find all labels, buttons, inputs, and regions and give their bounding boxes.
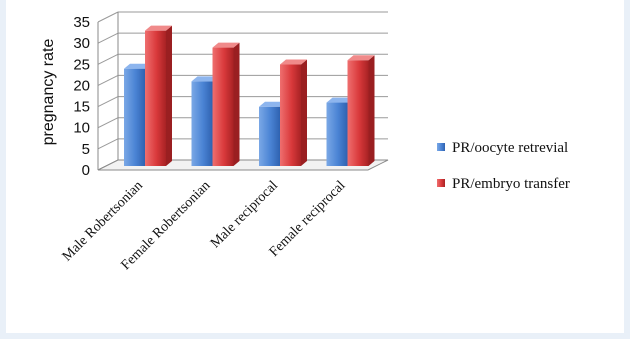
gridline-depth — [97, 53, 119, 65]
y-tick-label: 35 — [73, 14, 90, 31]
gridline-depth — [97, 96, 119, 108]
y-tick-labels: 0 5 10 15 20 25 30 35 — [73, 14, 90, 179]
bar-embryo-3 — [347, 55, 375, 166]
legend-label-embryo: PR/embryo transfer — [452, 176, 570, 192]
floor — [97, 159, 389, 171]
chart-floor — [97, 159, 389, 171]
gridline-depth — [97, 138, 119, 150]
bar-embryo-2 — [280, 59, 307, 167]
chart-container: 0 5 10 15 20 25 30 35 Male Robertsonian Female R… — [6, 0, 624, 333]
x-tick-label: Male reciprocal — [208, 178, 281, 251]
y-tick-label: 15 — [73, 99, 90, 116]
bar-embryo-1 — [212, 42, 240, 166]
legend: PR/oocyte retrevial PR/embryo transfer — [437, 140, 570, 192]
y-tick-label: 5 — [82, 141, 90, 158]
y-tick-label: 20 — [73, 77, 90, 94]
gridline-depth — [97, 117, 119, 129]
legend-swatch-embryo — [437, 179, 445, 187]
bar-embryo-0 — [145, 25, 172, 166]
gridline-depth — [97, 32, 119, 44]
y-tick-label: 0 — [82, 162, 90, 179]
bars — [124, 25, 375, 167]
legend-label-oocyte: PR/oocyte retrevial — [452, 140, 568, 156]
y-tick-label: 25 — [73, 56, 90, 73]
gridline-depth — [97, 11, 119, 23]
y-tick-label: 10 — [73, 120, 90, 137]
y-tick-label: 30 — [73, 35, 90, 52]
gridline-depth — [97, 74, 119, 86]
y-axis-label: pregnancy rate — [40, 39, 57, 146]
legend-swatch-oocyte — [437, 143, 445, 151]
